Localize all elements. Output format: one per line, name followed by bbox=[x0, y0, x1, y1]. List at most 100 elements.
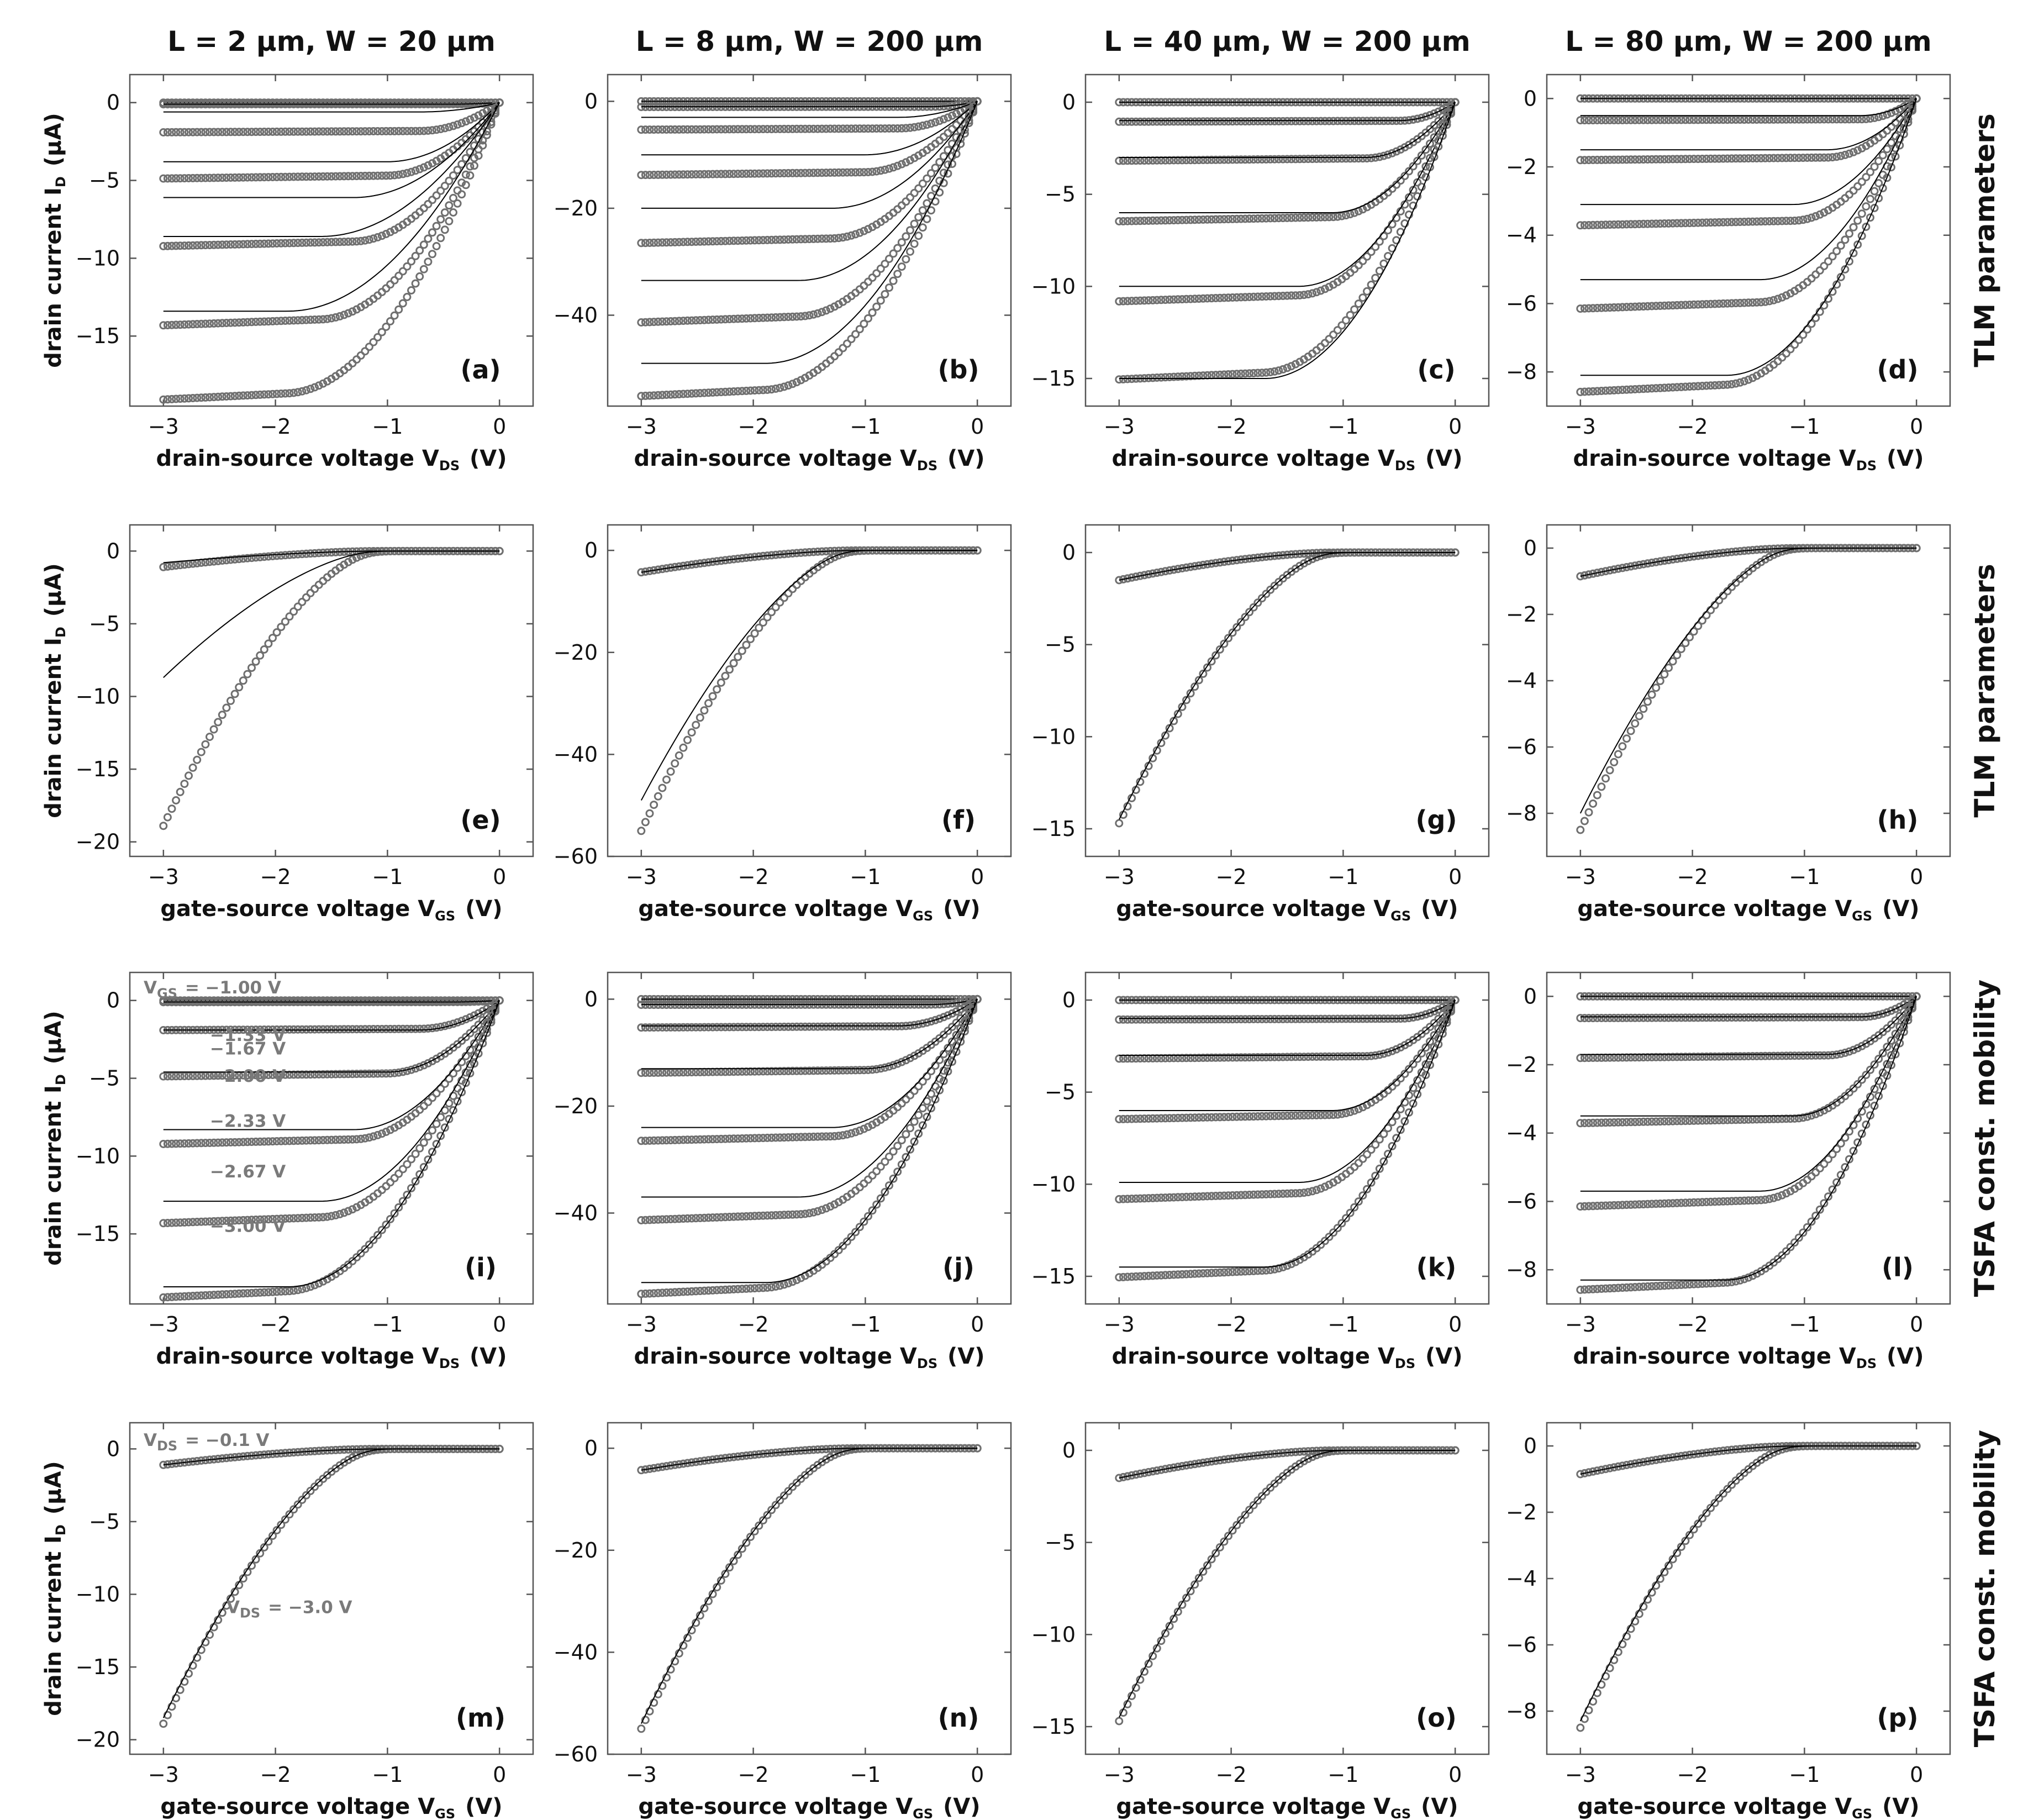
data-point bbox=[230, 690, 239, 698]
data-point bbox=[314, 172, 323, 181]
data-point bbox=[704, 315, 713, 324]
data-point bbox=[222, 703, 231, 712]
data-point bbox=[1773, 294, 1782, 303]
data-point bbox=[424, 161, 433, 170]
x-axis-label: drain-source voltage VDS (V) bbox=[1573, 1344, 1924, 1371]
data-point bbox=[310, 238, 319, 247]
x-tick-label: −1 bbox=[1789, 414, 1820, 439]
data-point bbox=[1190, 215, 1199, 224]
data-point bbox=[1731, 115, 1740, 124]
data-point bbox=[352, 127, 361, 136]
data-point bbox=[1178, 295, 1187, 304]
data-point bbox=[167, 241, 176, 250]
data-point bbox=[1220, 370, 1229, 379]
data-point bbox=[725, 170, 734, 178]
data-point bbox=[264, 173, 273, 182]
data-point bbox=[1291, 360, 1300, 369]
data-point bbox=[1194, 156, 1203, 165]
data-point bbox=[293, 388, 302, 397]
data-point bbox=[302, 172, 310, 181]
data-point bbox=[411, 251, 420, 260]
y-tick-label: −2 bbox=[1506, 602, 1537, 627]
data-point bbox=[965, 119, 973, 128]
data-point bbox=[1333, 154, 1342, 163]
data-point bbox=[1249, 117, 1258, 125]
data-point bbox=[1140, 117, 1149, 126]
y-tick-label: −4 bbox=[1506, 1121, 1537, 1145]
data-point bbox=[717, 315, 725, 324]
column-title-2: L = 8 μm, W = 200 μm bbox=[636, 25, 983, 57]
data-point bbox=[369, 171, 378, 180]
data-point bbox=[1287, 291, 1296, 300]
data-point bbox=[1761, 115, 1769, 124]
data-point bbox=[1236, 293, 1245, 302]
data-point bbox=[1157, 216, 1166, 225]
data-point bbox=[750, 386, 759, 395]
column-title-3: L = 40 μm, W = 200 μm bbox=[1104, 25, 1470, 57]
data-point bbox=[834, 234, 843, 243]
data-point bbox=[1337, 321, 1346, 330]
data-point bbox=[1123, 117, 1132, 126]
data-point bbox=[906, 226, 914, 235]
data-point bbox=[1194, 215, 1203, 224]
data-point bbox=[1312, 288, 1321, 297]
data-point bbox=[1203, 155, 1211, 164]
data-point bbox=[436, 215, 445, 224]
data-point bbox=[239, 391, 247, 400]
model-curve-2 bbox=[1119, 102, 1456, 122]
data-point bbox=[1601, 774, 1610, 783]
data-point bbox=[1245, 369, 1254, 378]
data-point bbox=[818, 308, 826, 317]
data-point bbox=[1748, 115, 1757, 124]
data-point bbox=[415, 165, 424, 173]
data-point bbox=[1853, 216, 1862, 225]
data-point bbox=[1194, 294, 1203, 303]
y-tick-label: −10 bbox=[1031, 274, 1076, 298]
data-point bbox=[914, 184, 923, 193]
data-point bbox=[1304, 155, 1313, 164]
vgs-annotation-1: VGS = −1.00 V bbox=[144, 978, 281, 1001]
data-point bbox=[310, 315, 319, 324]
y-tick-label: −6 bbox=[1506, 1189, 1537, 1213]
model-curve-3 bbox=[1119, 102, 1456, 158]
data-point bbox=[1845, 149, 1853, 158]
data-point bbox=[948, 125, 956, 134]
data-point bbox=[1128, 117, 1136, 126]
data-point bbox=[675, 170, 683, 179]
data-point bbox=[872, 124, 881, 133]
data-point bbox=[314, 315, 323, 324]
data-point bbox=[314, 238, 323, 247]
data-point bbox=[1283, 213, 1292, 222]
data-point bbox=[1215, 293, 1224, 302]
data-point bbox=[230, 128, 239, 136]
data-point bbox=[910, 188, 919, 197]
data-point bbox=[163, 174, 172, 183]
data-point bbox=[319, 379, 328, 388]
data-point bbox=[1245, 117, 1254, 126]
data-point bbox=[637, 318, 646, 327]
data-point bbox=[243, 240, 252, 249]
data-point bbox=[1115, 375, 1124, 384]
data-point bbox=[1149, 374, 1157, 382]
data-point bbox=[1656, 115, 1664, 124]
data-point bbox=[872, 269, 881, 278]
data-point bbox=[897, 201, 906, 210]
data-point bbox=[1152, 117, 1161, 126]
data-point bbox=[1584, 808, 1593, 817]
data-point bbox=[910, 1117, 919, 1126]
data-point bbox=[708, 315, 717, 324]
data-point bbox=[193, 173, 202, 182]
data-point bbox=[1245, 214, 1254, 223]
data-point bbox=[1295, 213, 1304, 222]
data-point bbox=[386, 228, 394, 236]
data-point bbox=[197, 241, 206, 250]
data-point bbox=[1178, 215, 1187, 224]
model-curve-4 bbox=[1580, 98, 1917, 206]
data-point bbox=[1165, 216, 1174, 225]
x-tick-label: −2 bbox=[1677, 414, 1708, 439]
data-point bbox=[776, 313, 784, 322]
data-point bbox=[931, 164, 940, 172]
data-point bbox=[1274, 366, 1283, 375]
data-point bbox=[226, 173, 235, 182]
data-point bbox=[767, 385, 776, 394]
